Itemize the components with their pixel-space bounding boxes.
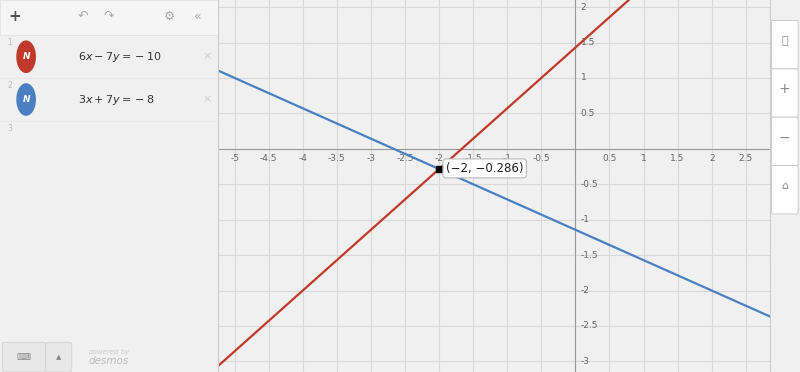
Text: ×: × — [202, 52, 211, 62]
FancyBboxPatch shape — [771, 166, 798, 214]
Text: 1: 1 — [8, 38, 12, 47]
Text: ⌨: ⌨ — [17, 352, 31, 362]
Text: N: N — [22, 95, 30, 104]
Text: −: − — [779, 131, 790, 145]
FancyBboxPatch shape — [771, 117, 798, 166]
Text: 2.5: 2.5 — [738, 154, 753, 163]
Text: ⌕: ⌕ — [782, 36, 788, 46]
Polygon shape — [17, 41, 35, 72]
Text: 2: 2 — [8, 81, 12, 90]
Text: +: + — [9, 9, 22, 24]
Text: desmos: desmos — [89, 356, 129, 366]
FancyBboxPatch shape — [771, 69, 798, 117]
Text: ⚙: ⚙ — [164, 10, 175, 23]
Text: -1: -1 — [581, 215, 590, 224]
Text: 1: 1 — [641, 154, 646, 163]
Text: -2.5: -2.5 — [581, 321, 598, 330]
FancyBboxPatch shape — [46, 342, 72, 372]
Text: -3.5: -3.5 — [328, 154, 346, 163]
Text: ↶: ↶ — [78, 10, 88, 23]
Text: -0.5: -0.5 — [533, 154, 550, 163]
Text: -3: -3 — [366, 154, 375, 163]
Text: $6x - 7y = -10$: $6x - 7y = -10$ — [78, 50, 162, 64]
Text: -4: -4 — [298, 154, 307, 163]
FancyBboxPatch shape — [0, 0, 218, 35]
Text: ×: × — [202, 94, 211, 105]
FancyBboxPatch shape — [771, 20, 798, 69]
Text: -2: -2 — [434, 154, 443, 163]
Text: 3: 3 — [8, 124, 13, 133]
Text: N: N — [22, 52, 30, 61]
Polygon shape — [17, 84, 35, 115]
Text: powered by: powered by — [88, 349, 130, 355]
Text: 0.5: 0.5 — [581, 109, 595, 118]
FancyBboxPatch shape — [2, 342, 46, 372]
Text: -4.5: -4.5 — [260, 154, 278, 163]
Text: -1.5: -1.5 — [581, 251, 598, 260]
Text: -1.5: -1.5 — [464, 154, 482, 163]
Text: -2.5: -2.5 — [396, 154, 414, 163]
Text: -2: -2 — [581, 286, 590, 295]
Text: 1.5: 1.5 — [581, 38, 595, 47]
Text: -1: -1 — [502, 154, 512, 163]
Text: -5: -5 — [230, 154, 239, 163]
Text: 1.5: 1.5 — [670, 154, 685, 163]
Text: ▲: ▲ — [56, 354, 62, 360]
Text: -0.5: -0.5 — [581, 180, 598, 189]
Text: «: « — [194, 10, 202, 23]
Text: -3: -3 — [581, 357, 590, 366]
Text: (−2, −0.286): (−2, −0.286) — [446, 162, 523, 175]
Text: $3x + 7y = -8$: $3x + 7y = -8$ — [78, 93, 155, 106]
Text: +: + — [779, 82, 790, 96]
Text: 0.5: 0.5 — [602, 154, 617, 163]
Text: ↷: ↷ — [103, 10, 114, 23]
Text: 1: 1 — [581, 73, 586, 83]
Text: 2: 2 — [709, 154, 714, 163]
Text: ⌂: ⌂ — [782, 181, 788, 191]
Text: 2: 2 — [581, 3, 586, 12]
